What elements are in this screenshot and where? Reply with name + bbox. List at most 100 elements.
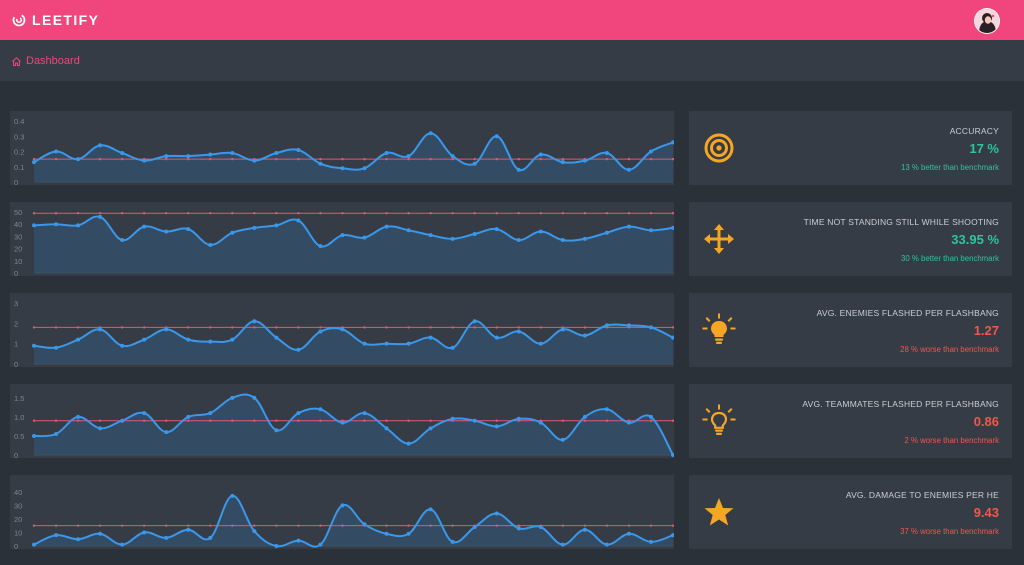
data-point[interactable] bbox=[340, 503, 345, 508]
data-point[interactable] bbox=[626, 323, 631, 328]
data-point[interactable] bbox=[274, 544, 279, 548]
data-point[interactable] bbox=[582, 158, 587, 163]
data-point[interactable] bbox=[582, 414, 587, 419]
data-point[interactable] bbox=[428, 426, 433, 431]
data-point[interactable] bbox=[516, 167, 521, 172]
data-point[interactable] bbox=[340, 166, 345, 171]
data-point[interactable] bbox=[252, 225, 257, 230]
data-point[interactable] bbox=[362, 235, 367, 240]
data-point[interactable] bbox=[98, 327, 103, 332]
data-point[interactable] bbox=[604, 323, 609, 328]
data-point[interactable] bbox=[384, 341, 389, 346]
data-point[interactable] bbox=[648, 228, 653, 233]
data-point[interactable] bbox=[274, 335, 279, 340]
data-point[interactable] bbox=[340, 420, 345, 425]
data-point[interactable] bbox=[450, 539, 455, 544]
data-point[interactable] bbox=[230, 493, 235, 498]
data-point[interactable] bbox=[164, 430, 169, 435]
data-point[interactable] bbox=[626, 420, 631, 425]
data-point[interactable] bbox=[362, 411, 367, 416]
data-point[interactable] bbox=[472, 525, 477, 530]
data-point[interactable] bbox=[428, 335, 433, 340]
data-point[interactable] bbox=[406, 531, 411, 536]
data-point[interactable] bbox=[494, 511, 499, 516]
data-point[interactable] bbox=[538, 229, 543, 234]
data-point[interactable] bbox=[648, 325, 653, 330]
data-point[interactable] bbox=[54, 222, 59, 227]
data-point[interactable] bbox=[560, 437, 565, 442]
data-point[interactable] bbox=[671, 140, 674, 145]
data-point[interactable] bbox=[604, 230, 609, 235]
data-point[interactable] bbox=[230, 151, 235, 156]
data-point[interactable] bbox=[604, 151, 609, 156]
data-point[interactable] bbox=[428, 131, 433, 136]
data-point[interactable] bbox=[538, 152, 543, 157]
data-point[interactable] bbox=[98, 214, 103, 219]
data-point[interactable] bbox=[76, 337, 81, 342]
data-point[interactable] bbox=[142, 530, 147, 535]
data-point[interactable] bbox=[384, 224, 389, 229]
data-point[interactable] bbox=[538, 420, 543, 425]
data-point[interactable] bbox=[76, 157, 81, 162]
data-point[interactable] bbox=[494, 424, 499, 429]
data-point[interactable] bbox=[142, 337, 147, 342]
data-point[interactable] bbox=[208, 152, 213, 157]
data-point[interactable] bbox=[296, 538, 301, 543]
data-point[interactable] bbox=[252, 319, 257, 324]
data-point[interactable] bbox=[626, 167, 631, 172]
data-point[interactable] bbox=[186, 527, 191, 532]
data-point[interactable] bbox=[274, 151, 279, 156]
data-point[interactable] bbox=[32, 542, 36, 547]
data-point[interactable] bbox=[296, 347, 301, 352]
data-point[interactable] bbox=[538, 525, 543, 530]
data-point[interactable] bbox=[560, 238, 565, 243]
data-point[interactable] bbox=[472, 231, 477, 236]
data-point[interactable] bbox=[560, 542, 565, 547]
data-point[interactable] bbox=[384, 531, 389, 536]
data-point[interactable] bbox=[252, 158, 257, 163]
data-point[interactable] bbox=[671, 453, 674, 457]
data-point[interactable] bbox=[296, 147, 301, 152]
data-point[interactable] bbox=[340, 233, 345, 238]
data-point[interactable] bbox=[406, 441, 411, 446]
data-point[interactable] bbox=[318, 329, 323, 334]
data-point[interactable] bbox=[648, 539, 653, 544]
data-point[interactable] bbox=[120, 238, 125, 243]
data-point[interactable] bbox=[582, 333, 587, 338]
data-point[interactable] bbox=[494, 335, 499, 340]
data-point[interactable] bbox=[186, 154, 191, 159]
data-point[interactable] bbox=[604, 542, 609, 547]
data-point[interactable] bbox=[208, 242, 213, 247]
data-point[interactable] bbox=[671, 533, 674, 538]
data-point[interactable] bbox=[76, 414, 81, 419]
data-point[interactable] bbox=[648, 149, 653, 154]
data-point[interactable] bbox=[32, 160, 36, 165]
data-point[interactable] bbox=[164, 229, 169, 234]
data-point[interactable] bbox=[208, 411, 213, 416]
data-point[interactable] bbox=[164, 154, 169, 159]
data-point[interactable] bbox=[98, 531, 103, 536]
data-point[interactable] bbox=[582, 527, 587, 532]
data-point[interactable] bbox=[32, 223, 36, 228]
data-point[interactable] bbox=[671, 335, 674, 340]
data-point[interactable] bbox=[54, 432, 59, 437]
data-point[interactable] bbox=[450, 236, 455, 241]
user-avatar[interactable] bbox=[974, 8, 1000, 34]
data-point[interactable] bbox=[560, 160, 565, 165]
data-point[interactable] bbox=[626, 224, 631, 229]
data-point[interactable] bbox=[120, 418, 125, 423]
data-point[interactable] bbox=[98, 426, 103, 431]
data-point[interactable] bbox=[230, 337, 235, 342]
data-point[interactable] bbox=[296, 218, 301, 223]
data-point[interactable] bbox=[516, 329, 521, 334]
data-point[interactable] bbox=[142, 411, 147, 416]
data-point[interactable] bbox=[76, 537, 81, 542]
data-point[interactable] bbox=[164, 535, 169, 540]
data-point[interactable] bbox=[362, 522, 367, 527]
data-point[interactable] bbox=[340, 327, 345, 332]
data-point[interactable] bbox=[428, 507, 433, 512]
data-point[interactable] bbox=[252, 395, 257, 400]
data-point[interactable] bbox=[428, 233, 433, 238]
data-point[interactable] bbox=[626, 531, 631, 536]
data-point[interactable] bbox=[54, 533, 59, 538]
